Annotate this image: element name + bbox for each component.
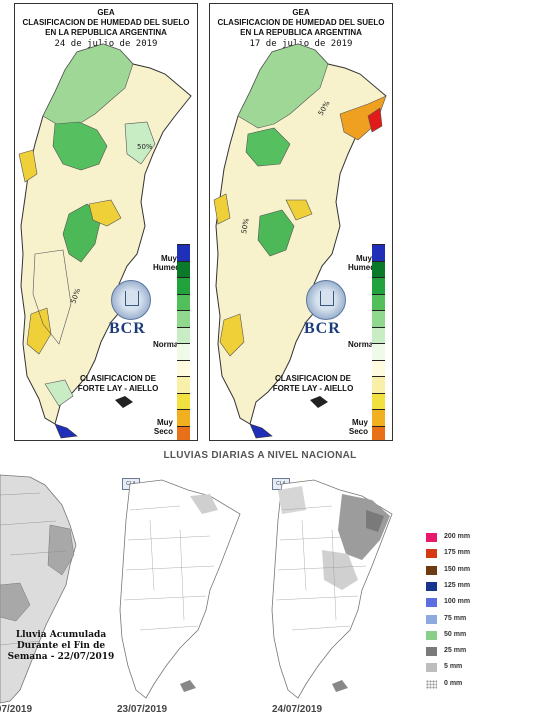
soil-map-panel-1: GEA CLASIFICACION DE HUMEDAD DEL SUELO E…: [14, 3, 198, 441]
legend-label: 25 mm: [444, 647, 467, 655]
caption-line2: Durante el Fin de: [16, 641, 106, 651]
legend-swatch: [426, 533, 437, 542]
scale-swatch: [177, 409, 190, 426]
scale-swatch: [372, 425, 385, 440]
panel-title: GEA CLASIFICACION DE HUMEDAD DEL SUELO E…: [15, 8, 197, 49]
scale-swatch: [177, 425, 190, 440]
scale-swatch: [177, 310, 190, 327]
scale-swatch: [177, 244, 190, 261]
legend-label: 50 mm: [444, 630, 467, 638]
contour-label: 50%: [137, 143, 153, 151]
rain-map-3-date: 24/07/2019: [272, 704, 323, 715]
scale-swatch: [372, 376, 385, 393]
scale-swatch: [372, 244, 385, 261]
scale-swatch: [372, 310, 385, 327]
scale-swatch: [177, 293, 190, 310]
scale-top-label: Muy Humedo: [153, 254, 185, 272]
scale-swatch: [372, 260, 385, 277]
moisture-color-scale: [372, 244, 385, 440]
scale-swatch: [372, 326, 385, 343]
rain-section-title: LLUVIAS DIARIAS A NIVEL NACIONAL: [163, 450, 357, 461]
argentina-soil-map: 50% 50%: [213, 43, 387, 439]
scale-top-label: Muy Humedo: [348, 254, 380, 272]
moisture-color-scale: [177, 244, 190, 440]
scale-swatch: [177, 277, 190, 294]
classification-line1: CLASIFICACION DE: [80, 374, 156, 383]
legend-swatch: [426, 565, 437, 575]
panel-date: 24 de julio de 2019: [54, 39, 158, 49]
panel-title: GEA CLASIFICACION DE HUMEDAD DEL SUELO E…: [210, 8, 392, 49]
scale-swatch: [177, 326, 190, 343]
contour-label: 50%: [240, 217, 251, 234]
scale-swatch: [372, 409, 385, 426]
legend-swatch: [426, 630, 437, 640]
rain-map-1-caption: Lluvia Acumulada Durante el Fin de Seman…: [6, 630, 116, 663]
scale-swatch: [372, 277, 385, 294]
classification-line2: FORTE LAY - AIELLO: [77, 384, 159, 393]
scale-normal-label: Normal: [348, 340, 376, 349]
scale-swatch: [177, 260, 190, 277]
classification-label: CLASIFICACION DE FORTE LAY - AIELLO: [73, 374, 163, 394]
bcr-seal-logo: [306, 280, 346, 320]
bcr-logo-text: BCR: [109, 320, 146, 337]
scale-swatch: [177, 376, 190, 393]
bcr-seal-logo: [111, 280, 151, 320]
scale-swatch: [372, 392, 385, 409]
panel-org: GEA: [97, 8, 115, 17]
panel-date: 17 de julio de 2019: [249, 39, 353, 49]
rain-map-3: [271, 479, 393, 699]
soil-map-panel-2: GEA CLASIFICACION DE HUMEDAD DEL SUELO E…: [209, 3, 393, 441]
legend-swatch: [426, 549, 437, 559]
scale-swatch: [372, 359, 385, 376]
caption-line1: Lluvia Acumulada: [15, 630, 107, 640]
classification-line2: FORTE LAY - AIELLO: [272, 384, 354, 393]
panel-title-line2: EN LA REPUBLICA ARGENTINA: [45, 28, 167, 37]
classification-label: CLASIFICACION DE FORTE LAY - AIELLO: [268, 374, 358, 394]
legend-label: 100 mm: [444, 598, 471, 606]
scale-bottom-label: Muy Seco: [348, 418, 368, 436]
legend-label: 200 mm: [444, 533, 471, 540]
rain-map-2-date: 23/07/2019: [117, 704, 168, 715]
panel-title-line1: CLASIFICACION DE HUMEDAD DEL SUELO: [22, 18, 190, 27]
legend-label: 5 mm: [444, 663, 463, 671]
scale-normal-label: Normal: [153, 340, 181, 349]
argentina-soil-map: 50% 50%: [18, 43, 192, 439]
legend-swatch: [426, 663, 437, 673]
panel-title-line1: CLASIFICACION DE HUMEDAD DEL SUELO: [217, 18, 385, 27]
scale-swatch: [177, 392, 190, 409]
legend-swatch: [426, 598, 437, 608]
panel-org: GEA: [292, 8, 310, 17]
classification-line1: CLASIFICACION DE: [275, 374, 351, 383]
legend-label: 150 mm: [444, 565, 471, 573]
rain-map-1: [0, 474, 77, 704]
legend-swatch: [426, 614, 437, 624]
scale-swatch: [372, 293, 385, 310]
scale-swatch: [177, 343, 190, 360]
caption-line3: Semana - 22/07/2019: [7, 652, 115, 662]
legend-label: 0 mm: [444, 679, 463, 687]
legend-swatch: [426, 647, 437, 657]
scale-swatch: [177, 359, 190, 376]
panel-title-line2: EN LA REPUBLICA ARGENTINA: [240, 28, 362, 37]
legend-swatch: [426, 679, 437, 689]
legend-label: 75 mm: [444, 614, 467, 622]
legend-swatch: [426, 581, 437, 591]
legend-label: 175 mm: [444, 549, 471, 557]
bcr-logo-text: BCR: [304, 320, 341, 337]
legend-label: 125 mm: [444, 581, 471, 589]
scale-swatch: [372, 343, 385, 360]
scale-bottom-label: Muy Seco: [153, 418, 173, 436]
rain-map-1-date: 22/07/2019: [0, 704, 33, 715]
rain-map-2: [119, 479, 241, 699]
